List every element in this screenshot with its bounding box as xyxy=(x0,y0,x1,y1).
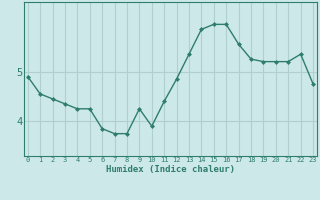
X-axis label: Humidex (Indice chaleur): Humidex (Indice chaleur) xyxy=(106,165,235,174)
